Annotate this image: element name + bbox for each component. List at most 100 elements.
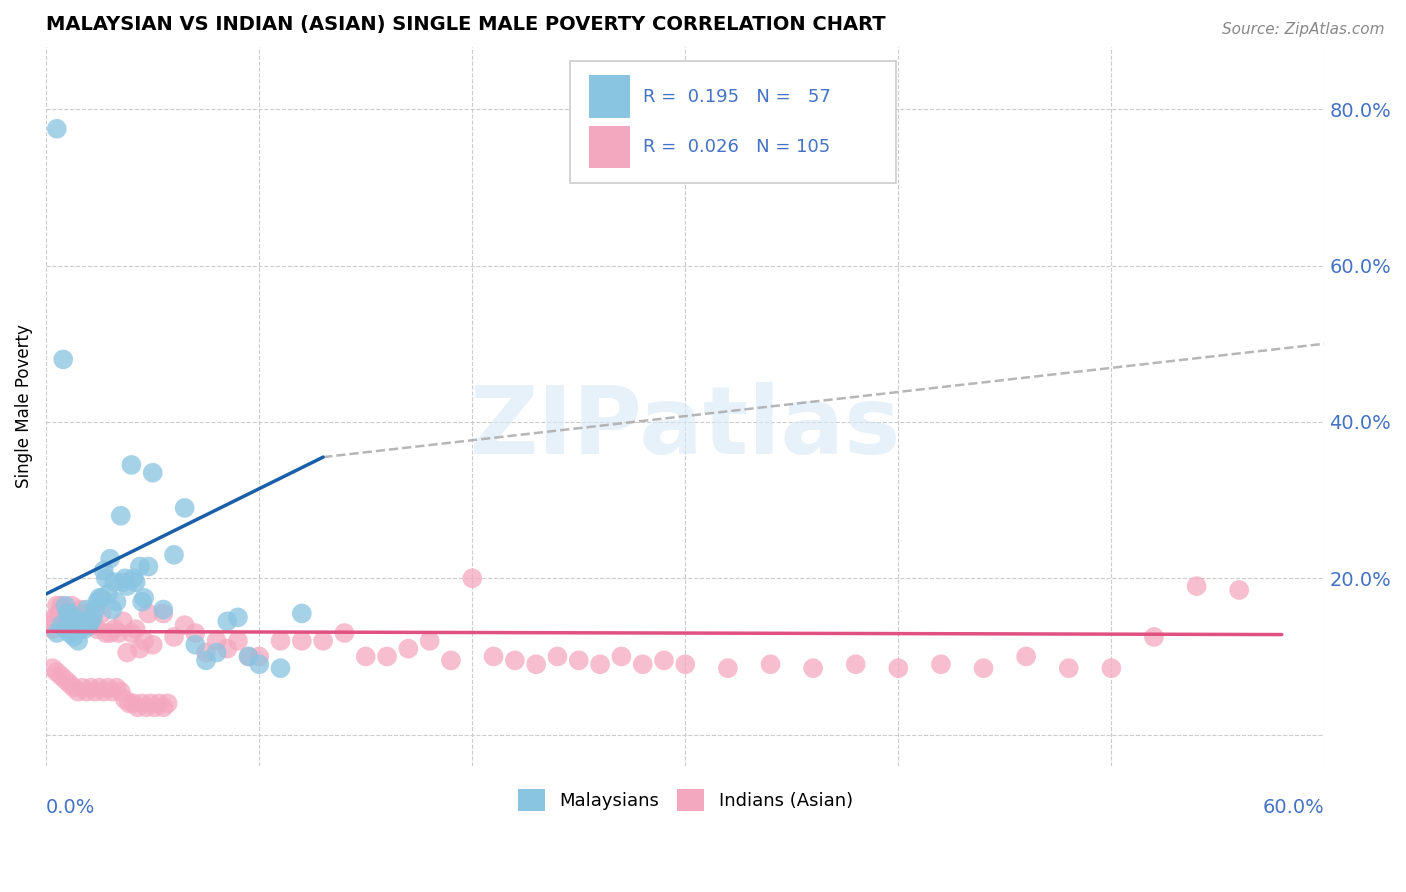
Point — [59, 615, 82, 629]
Point — [59, 626, 82, 640]
Point — [163, 630, 186, 644]
Point — [270, 661, 292, 675]
Y-axis label: Single Male Poverty: Single Male Poverty — [15, 325, 32, 488]
Point — [1185, 579, 1208, 593]
Point — [49, 599, 72, 613]
Text: R =  0.026   N = 105: R = 0.026 N = 105 — [643, 138, 831, 156]
Point — [45, 626, 67, 640]
Point — [1099, 661, 1122, 675]
Point — [419, 633, 441, 648]
Point — [120, 458, 142, 472]
Point — [291, 633, 314, 648]
Text: Source: ZipAtlas.com: Source: ZipAtlas.com — [1222, 22, 1385, 37]
Point — [652, 653, 675, 667]
Point — [84, 684, 107, 698]
Point — [143, 700, 166, 714]
Point — [631, 657, 654, 672]
Point — [887, 661, 910, 675]
Point — [524, 657, 547, 672]
FancyBboxPatch shape — [571, 61, 896, 184]
Point — [148, 697, 170, 711]
Point — [63, 615, 86, 629]
Legend: Malaysians, Indians (Asian): Malaysians, Indians (Asian) — [517, 789, 853, 811]
Point — [69, 622, 91, 636]
Point — [801, 661, 824, 675]
Point — [111, 575, 134, 590]
Point — [129, 641, 152, 656]
Point — [80, 615, 103, 629]
Text: MALAYSIAN VS INDIAN (ASIAN) SINGLE MALE POVERTY CORRELATION CHART: MALAYSIAN VS INDIAN (ASIAN) SINGLE MALE … — [46, 15, 886, 34]
Point — [247, 657, 270, 672]
Point — [77, 618, 100, 632]
Point — [53, 599, 76, 613]
Point — [173, 618, 195, 632]
Point — [139, 697, 162, 711]
Point — [76, 602, 98, 616]
Point — [1227, 582, 1250, 597]
Point — [111, 615, 134, 629]
Point — [103, 575, 125, 590]
Point — [63, 681, 86, 695]
Point — [93, 684, 115, 698]
Point — [173, 500, 195, 515]
Point — [482, 649, 505, 664]
Point — [312, 633, 335, 648]
Text: 60.0%: 60.0% — [1263, 797, 1324, 817]
Point — [84, 602, 107, 616]
Point — [238, 649, 260, 664]
Point — [845, 657, 868, 672]
Point — [53, 622, 76, 636]
Point — [105, 595, 128, 609]
Point — [194, 646, 217, 660]
Text: R =  0.195   N =   57: R = 0.195 N = 57 — [643, 87, 831, 105]
Point — [156, 697, 179, 711]
Point — [131, 595, 153, 609]
Point — [94, 571, 117, 585]
Point — [205, 633, 228, 648]
Point — [110, 684, 132, 698]
Point — [152, 602, 174, 616]
Point — [152, 700, 174, 714]
Point — [226, 633, 249, 648]
Point — [122, 571, 145, 585]
Point — [67, 610, 90, 624]
Point — [67, 684, 90, 698]
Point — [77, 607, 100, 621]
Point — [152, 607, 174, 621]
Point — [105, 681, 128, 695]
Point — [56, 610, 79, 624]
Point — [131, 697, 153, 711]
Point — [134, 591, 156, 605]
Point — [717, 661, 740, 675]
Point — [610, 649, 633, 664]
Point — [270, 633, 292, 648]
Point — [39, 615, 62, 629]
Point — [217, 615, 239, 629]
Point — [142, 638, 165, 652]
Point — [76, 684, 98, 698]
Point — [89, 591, 111, 605]
Point — [80, 681, 103, 695]
Point — [59, 607, 82, 621]
Point — [60, 610, 83, 624]
Point — [72, 610, 94, 624]
Point — [59, 677, 82, 691]
Point — [1015, 649, 1038, 664]
Point — [1057, 661, 1080, 675]
FancyBboxPatch shape — [589, 126, 630, 169]
Point — [52, 602, 75, 616]
Point — [86, 622, 108, 636]
Point — [354, 649, 377, 664]
Point — [101, 684, 124, 698]
Point — [110, 508, 132, 523]
Point — [127, 700, 149, 714]
Point — [118, 697, 141, 711]
Point — [49, 618, 72, 632]
Point — [53, 607, 76, 621]
Point — [138, 559, 160, 574]
Point — [589, 657, 612, 672]
Point — [90, 591, 112, 605]
Point — [48, 607, 70, 621]
Point — [76, 618, 98, 632]
Text: 0.0%: 0.0% — [46, 797, 96, 817]
